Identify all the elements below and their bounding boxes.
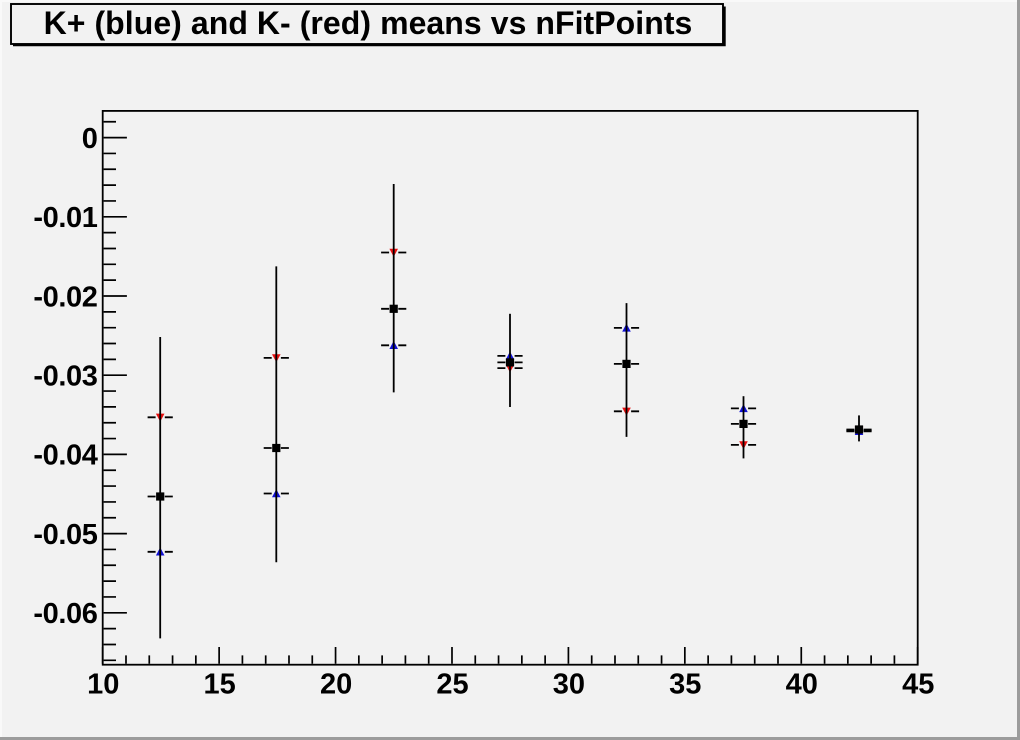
svg-text:10: 10 (87, 669, 119, 701)
svg-text:-0.01: -0.01 (33, 202, 97, 234)
svg-text:35: 35 (669, 669, 701, 701)
svg-text:-0.05: -0.05 (33, 519, 97, 551)
svg-text:-0.06: -0.06 (33, 598, 97, 630)
svg-text:30: 30 (553, 669, 585, 701)
svg-text:45: 45 (902, 669, 934, 701)
svg-text:-0.04: -0.04 (33, 440, 97, 472)
svg-text:-0.03: -0.03 (33, 361, 97, 393)
svg-text:15: 15 (203, 669, 235, 701)
svg-text:20: 20 (320, 669, 352, 701)
svg-text:K+ (blue) and K- (red) means v: K+ (blue) and K- (red) means vs nFitPoin… (44, 5, 693, 41)
svg-text:40: 40 (786, 669, 818, 701)
svg-text:25: 25 (436, 669, 468, 701)
svg-text:0: 0 (82, 123, 98, 155)
svg-text:-0.02: -0.02 (33, 281, 97, 313)
